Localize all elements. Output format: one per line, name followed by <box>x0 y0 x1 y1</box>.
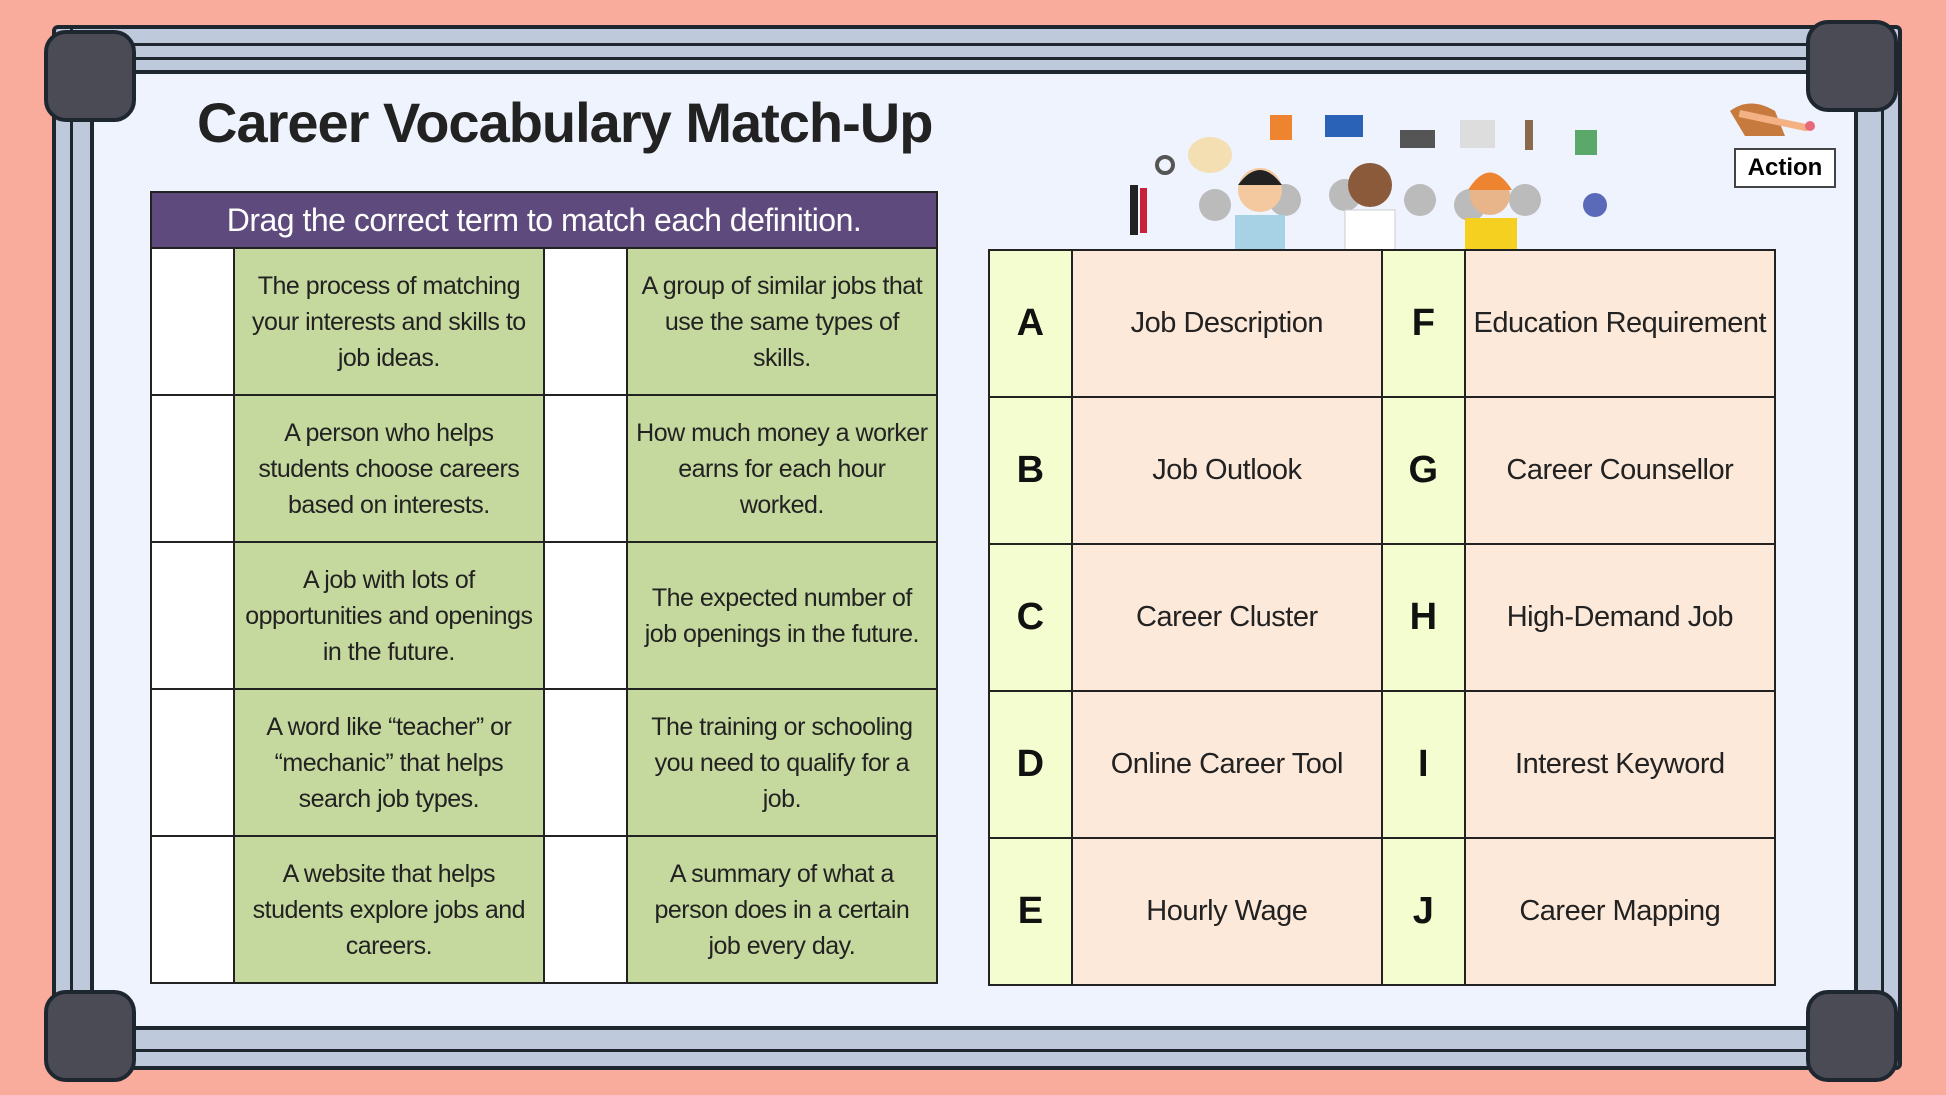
term-letter: B <box>988 396 1073 545</box>
term-letter: A <box>988 249 1073 398</box>
draggable-term[interactable]: Career Mapping <box>1463 837 1777 986</box>
definition-cell: A person who helps students choose caree… <box>232 394 546 543</box>
draggable-term[interactable]: Job Description <box>1070 249 1383 398</box>
definition-row: A word like “teacher” or “mechanic” that… <box>150 688 939 837</box>
draggable-term[interactable]: High-Demand Job <box>1463 543 1777 692</box>
definition-cell: A job with lots of opportunities and ope… <box>232 541 546 690</box>
definition-cell: The expected number of job openings in t… <box>625 541 939 690</box>
frame-corner <box>1806 20 1898 112</box>
answer-drop-zone[interactable] <box>150 835 235 984</box>
term-letter: D <box>988 690 1073 839</box>
instructions-header: Drag the correct term to match each defi… <box>150 191 938 249</box>
term-letter: E <box>988 837 1073 986</box>
definition-row: A job with lots of opportunities and ope… <box>150 541 939 690</box>
definition-cell: The training or schooling you need to qu… <box>625 688 939 837</box>
term-row: D Online Career Tool I Interest Keyword <box>988 690 1777 839</box>
answer-drop-zone[interactable] <box>150 394 235 543</box>
definition-cell: The process of matching your interests a… <box>232 247 546 396</box>
draggable-term[interactable]: Hourly Wage <box>1070 837 1383 986</box>
answer-drop-zone[interactable] <box>543 835 628 984</box>
term-letter: F <box>1380 249 1466 398</box>
draggable-term[interactable]: Online Career Tool <box>1070 690 1383 839</box>
terms-table: A Job Description F Education Requirement B J… <box>988 249 1777 986</box>
term-row: E Hourly Wage J Career Mapping <box>988 837 1777 986</box>
careers-illustration-icon <box>1130 115 1607 250</box>
term-row: C Career Cluster H High-Demand Job <box>988 543 1777 692</box>
definition-cell: A group of similar jobs that use the sam… <box>625 247 939 396</box>
draggable-term[interactable]: Career Counsellor <box>1463 396 1777 545</box>
definition-cell: How much money a worker earns for each h… <box>625 394 939 543</box>
page-title: Career Vocabulary Match-Up <box>197 91 933 154</box>
draggable-term[interactable]: Interest Keyword <box>1463 690 1777 839</box>
definition-row: A website that helps students explore jo… <box>150 835 939 984</box>
frame-corner <box>44 30 136 122</box>
term-letter: J <box>1380 837 1466 986</box>
definitions-table: Drag the correct term to match each defi… <box>150 191 939 984</box>
definition-cell: A summary of what a person does in a cer… <box>625 835 939 984</box>
answer-drop-zone[interactable] <box>543 688 628 837</box>
term-letter: C <box>988 543 1073 692</box>
draggable-term[interactable]: Education Requirement <box>1463 249 1777 398</box>
term-row: B Job Outlook G Career Counsellor <box>988 396 1777 545</box>
frame-corner <box>44 990 136 1082</box>
term-letter: I <box>1380 690 1466 839</box>
answer-drop-zone[interactable] <box>543 541 628 690</box>
action-label: Action <box>1734 148 1836 188</box>
term-letter: H <box>1380 543 1466 692</box>
definition-row: A person who helps students choose caree… <box>150 394 939 543</box>
answer-drop-zone[interactable] <box>150 247 235 396</box>
frame-corner <box>1806 990 1898 1082</box>
answer-drop-zone[interactable] <box>150 541 235 690</box>
draggable-term[interactable]: Job Outlook <box>1070 396 1383 545</box>
answer-drop-zone[interactable] <box>543 394 628 543</box>
answer-drop-zone[interactable] <box>150 688 235 837</box>
definition-cell: A word like “teacher” or “mechanic” that… <box>232 688 546 837</box>
definition-row: The process of matching your interests a… <box>150 247 939 396</box>
answer-drop-zone[interactable] <box>543 247 628 396</box>
definition-cell: A website that helps students explore jo… <box>232 835 546 984</box>
draggable-term[interactable]: Career Cluster <box>1070 543 1383 692</box>
term-row: A Job Description F Education Requirement <box>988 249 1777 398</box>
term-letter: G <box>1380 396 1466 545</box>
pencil-hand-icon <box>1720 96 1820 136</box>
